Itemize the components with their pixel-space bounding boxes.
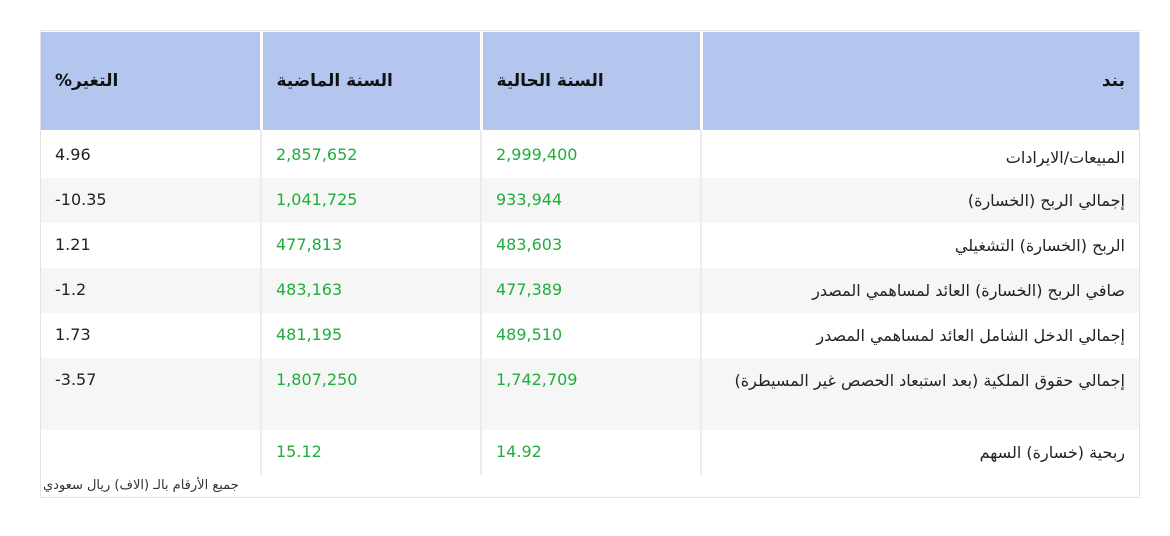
table-row: إجمالي الدخل الشامل العائد لمساهمي المصد… — [41, 313, 1139, 358]
table-row: المبيعات/الايرادات 2,999,400 2,857,652 4… — [41, 130, 1139, 178]
row-previous-value: 483,163 — [260, 268, 481, 313]
table-row: إجمالي الربح (الخسارة) 933,944 1,041,725… — [41, 178, 1139, 223]
table-header-row: بند السنة الحالية السنة الماضية التغير% — [41, 32, 1139, 130]
row-item-label: إجمالي الربح (الخسارة) — [700, 178, 1139, 223]
row-previous-value: 477,813 — [260, 223, 481, 268]
header-current-year: السنة الحالية — [479, 32, 701, 130]
row-previous-value: 2,857,652 — [260, 130, 481, 178]
table-row: إجمالي حقوق الملكية (بعد استبعاد الحصص غ… — [41, 358, 1139, 430]
row-previous-value: 1,807,250 — [260, 358, 481, 430]
row-item-label: إجمالي حقوق الملكية (بعد استبعاد الحصص غ… — [700, 358, 1139, 430]
row-previous-value: 1,041,725 — [260, 178, 481, 223]
row-item-label: إجمالي الدخل الشامل العائد لمساهمي المصد… — [700, 313, 1139, 358]
table-row: الربح (الخسارة) التشغيلي 483,603 477,813… — [41, 223, 1139, 268]
row-item-label: الربح (الخسارة) التشغيلي — [700, 223, 1139, 268]
row-change-value: 10.35- — [41, 178, 261, 223]
row-change-value: 1.21 — [55, 235, 91, 254]
row-current-value: 2,999,400 — [480, 130, 701, 178]
table-row: صافي الربح (الخسارة) العائد لمساهمي المص… — [41, 268, 1139, 313]
row-current-value: 477,389 — [480, 268, 701, 313]
row-item-label: المبيعات/الايرادات — [700, 130, 1139, 178]
row-current-value: 489,510 — [480, 313, 701, 358]
header-item: بند — [699, 32, 1139, 130]
row-previous-value: 481,195 — [260, 313, 481, 358]
row-current-value: 933,944 — [480, 178, 701, 223]
row-item-label: صافي الربح (الخسارة) العائد لمساهمي المص… — [700, 268, 1139, 313]
header-change: التغير% — [41, 32, 261, 130]
row-previous-value: 15.12 — [260, 430, 481, 475]
financial-summary-panel: بند السنة الحالية السنة الماضية التغير% … — [40, 30, 1140, 498]
table-row: ربحية (خسارة) السهم 14.92 15.12 — [41, 430, 1139, 475]
financial-table: بند السنة الحالية السنة الماضية التغير% … — [41, 32, 1139, 475]
row-current-value: 483,603 — [480, 223, 701, 268]
row-change-value: 3.57- — [41, 358, 261, 430]
row-change-value: 1.2- — [41, 268, 261, 313]
header-previous-year: السنة الماضية — [259, 32, 481, 130]
currency-footnote: جميع الأرقام بالـ (الاف) ريال سعودي — [43, 478, 239, 493]
row-change-value: 1.73 — [55, 325, 91, 344]
row-change-value: 4.96 — [55, 145, 91, 164]
row-current-value: 14.92 — [480, 430, 701, 475]
row-item-label: ربحية (خسارة) السهم — [700, 430, 1139, 475]
row-current-value: 1,742,709 — [480, 358, 701, 430]
row-change-value — [41, 430, 261, 475]
